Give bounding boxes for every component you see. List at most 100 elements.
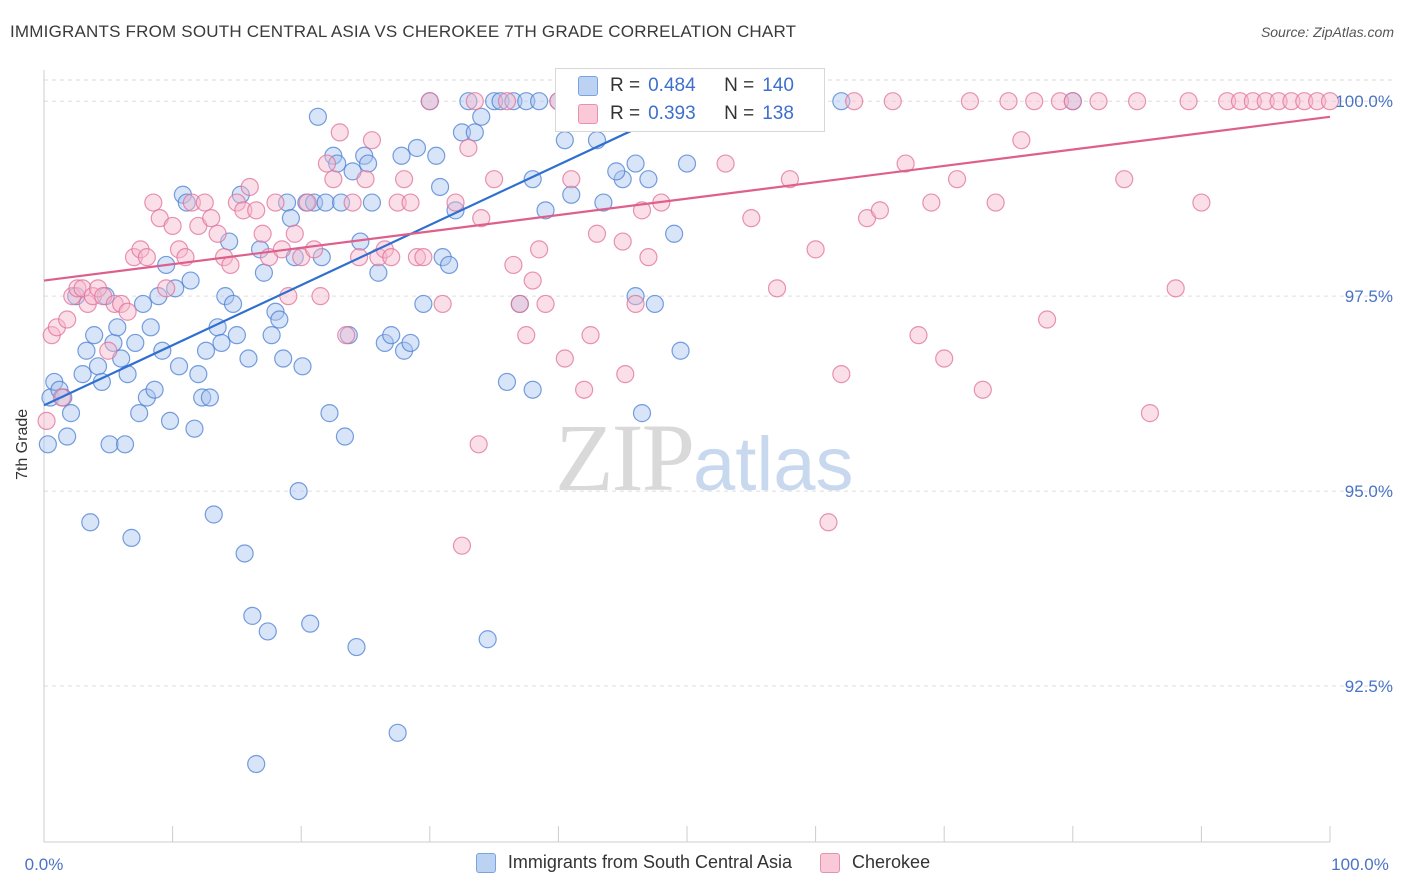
point-cherokee (1308, 92, 1327, 111)
point-cherokee (504, 255, 523, 275)
point-immigrants (392, 146, 411, 165)
point-immigrants (530, 92, 549, 111)
point-immigrants (671, 341, 690, 360)
point-immigrants (626, 154, 645, 173)
point-immigrants (335, 427, 355, 446)
point-cherokee (324, 170, 343, 189)
point-cherokee (1025, 92, 1044, 111)
point-cherokee (1063, 92, 1082, 111)
legend-row-cherokee: R = 0.393 N = 138 (578, 101, 794, 127)
point-cherokee (639, 248, 658, 267)
point-cherokee (163, 216, 182, 236)
legend-swatch-blue (475, 852, 496, 873)
point-cherokee (883, 92, 902, 111)
legend-n-label: N = (724, 103, 755, 124)
x-tick-label: 100.0% (1331, 855, 1389, 874)
point-cherokee (986, 193, 1005, 212)
point-cherokee (58, 310, 77, 329)
point-cherokee (497, 92, 517, 111)
point-immigrants (100, 435, 119, 454)
point-cherokee (253, 224, 272, 243)
y-tick-label: 97.5% (1345, 287, 1393, 306)
point-cherokee (935, 349, 954, 368)
point-immigrants (181, 271, 200, 290)
point-cherokee (960, 92, 980, 111)
point-immigrants (301, 614, 320, 633)
point-immigrants (677, 154, 697, 173)
point-cherokee (1115, 170, 1134, 189)
point-cherokee (909, 326, 928, 345)
point-cherokee (433, 294, 452, 314)
point-cherokee (1012, 131, 1031, 150)
legend-r-value: 0.484 (648, 75, 696, 96)
point-immigrants (497, 372, 517, 392)
point-immigrants (196, 341, 216, 360)
point-cherokee (221, 255, 240, 275)
point-cherokee (806, 240, 825, 259)
point-immigrants (430, 177, 450, 197)
point-immigrants (555, 131, 574, 150)
point-immigrants (289, 481, 308, 501)
point-cherokee (234, 201, 253, 220)
point-immigrants (320, 404, 339, 423)
point-immigrants (193, 388, 212, 407)
legend-r-label: R = (610, 75, 641, 96)
point-cherokee (632, 201, 652, 220)
point-cherokee (311, 287, 330, 306)
point-cherokee (446, 193, 465, 212)
point-cherokee (780, 170, 799, 189)
point-cherokee (337, 326, 356, 345)
point-immigrants (145, 380, 164, 399)
point-cherokee (247, 201, 266, 220)
point-immigrants (452, 123, 472, 142)
point-immigrants (465, 123, 484, 142)
point-cherokee (767, 279, 787, 298)
point-immigrants (160, 411, 180, 431)
point-immigrants (362, 193, 382, 212)
point-cherokee (1192, 193, 1211, 212)
point-immigrants (239, 349, 258, 368)
point-cherokee (144, 193, 163, 212)
legend-item-cherokee: Cherokee (820, 852, 930, 873)
point-immigrants (485, 92, 504, 111)
point-immigrants (258, 622, 277, 641)
point-immigrants (227, 326, 246, 345)
point-immigrants (347, 637, 366, 657)
point-cherokee (1243, 92, 1262, 111)
source-label: Source: ZipAtlas.com (1260, 24, 1394, 40)
point-immigrants (281, 209, 301, 228)
point-cherokee (845, 92, 864, 111)
point-immigrants (38, 435, 57, 454)
point-immigrants (626, 287, 645, 306)
trend-line-immigrants (43, 115, 662, 407)
point-cherokee (266, 193, 285, 212)
point-cherokee (472, 209, 491, 228)
point-cherokee (285, 224, 304, 243)
point-immigrants (832, 92, 851, 111)
series-legend: Immigrants from South Central Asia Chero… (0, 852, 1406, 873)
point-immigrants (137, 388, 156, 407)
legend-n-label: N = (724, 75, 755, 96)
point-cherokee (1050, 92, 1070, 111)
point-immigrants (200, 388, 219, 407)
point-immigrants (645, 294, 664, 314)
point-cherokee (1295, 92, 1314, 111)
point-immigrants (401, 333, 420, 353)
point-immigrants (247, 754, 266, 774)
watermark: ZIPatlas (555, 402, 854, 513)
legend-r-value: 0.393 (648, 103, 696, 124)
point-immigrants (126, 333, 145, 353)
point-cherokee (742, 209, 761, 228)
point-immigrants (223, 294, 243, 314)
point-cherokee (304, 240, 324, 259)
chart-title: IMMIGRANTS FROM SOUTH CENTRAL ASIA VS CH… (10, 22, 797, 41)
point-immigrants (312, 248, 331, 267)
point-immigrants (632, 404, 652, 423)
point-immigrants (81, 513, 100, 532)
point-cherokee (330, 123, 349, 142)
point-cherokee (1140, 404, 1160, 423)
point-immigrants (141, 318, 160, 337)
point-immigrants (472, 107, 491, 126)
point-cherokee (240, 177, 259, 197)
